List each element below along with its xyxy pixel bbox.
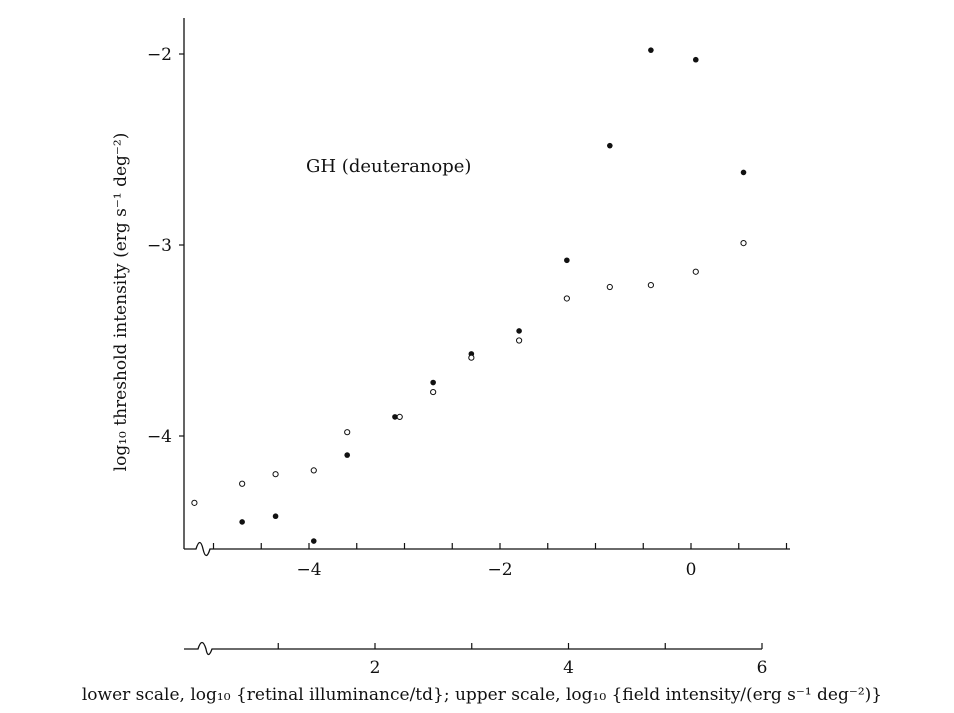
data-point-filled: [607, 142, 613, 149]
lower-x-tick-label: 6: [757, 658, 768, 678]
data-point-open: [310, 467, 317, 474]
data-point-open: [647, 282, 654, 289]
data-point-filled: [648, 47, 654, 53]
data-point-open: [468, 354, 475, 361]
points-group: [191, 47, 747, 544]
data-point-filled: [516, 328, 522, 334]
lower-x-tick-label: 2: [370, 658, 381, 678]
upper-x-tick-label: −4: [296, 560, 321, 580]
data-point-open: [344, 429, 351, 436]
y-tick-label: −2: [147, 45, 172, 65]
upper-x-tick-label: 0: [686, 560, 697, 580]
data-point-filled: [344, 452, 351, 458]
data-point-open: [239, 480, 246, 487]
data-point-open: [606, 283, 613, 291]
y-tick-label: −3: [147, 236, 172, 256]
data-point-filled: [430, 379, 436, 386]
data-point-filled: [740, 169, 747, 176]
data-point-open: [430, 388, 437, 396]
x-axis-title: lower scale, log₁₀ {retinal illuminance/…: [82, 685, 882, 705]
data-point-open: [740, 239, 747, 247]
data-point-open: [692, 268, 699, 275]
data-point-open: [563, 295, 570, 302]
data-point-filled: [239, 519, 245, 525]
lower-x-tick-label: 4: [563, 658, 574, 678]
upper-x-axis-line: [184, 541, 790, 557]
data-point-open: [516, 337, 523, 344]
data-point-filled: [692, 56, 699, 63]
upper-x-tick-label: −2: [487, 560, 512, 580]
tick-group: −4 −3 −2 −4 −2 0 2 4 6: [147, 45, 788, 678]
data-point-open: [191, 499, 198, 506]
data-point-filled: [310, 538, 317, 544]
axes-group: [183, 18, 790, 656]
data-point-open: [272, 471, 279, 478]
data-point-open: [396, 413, 403, 420]
chart-annotation: GH (deuteranope): [306, 156, 471, 177]
lower-x-axis-line: [184, 641, 762, 656]
data-point-filled: [564, 257, 570, 264]
data-point-filled: [392, 414, 398, 420]
data-point-filled: [272, 513, 279, 520]
y-axis-title: log₁₀ threshold intensity (erg s⁻¹ deg⁻²…: [111, 133, 131, 472]
y-tick-label: −4: [147, 427, 172, 447]
